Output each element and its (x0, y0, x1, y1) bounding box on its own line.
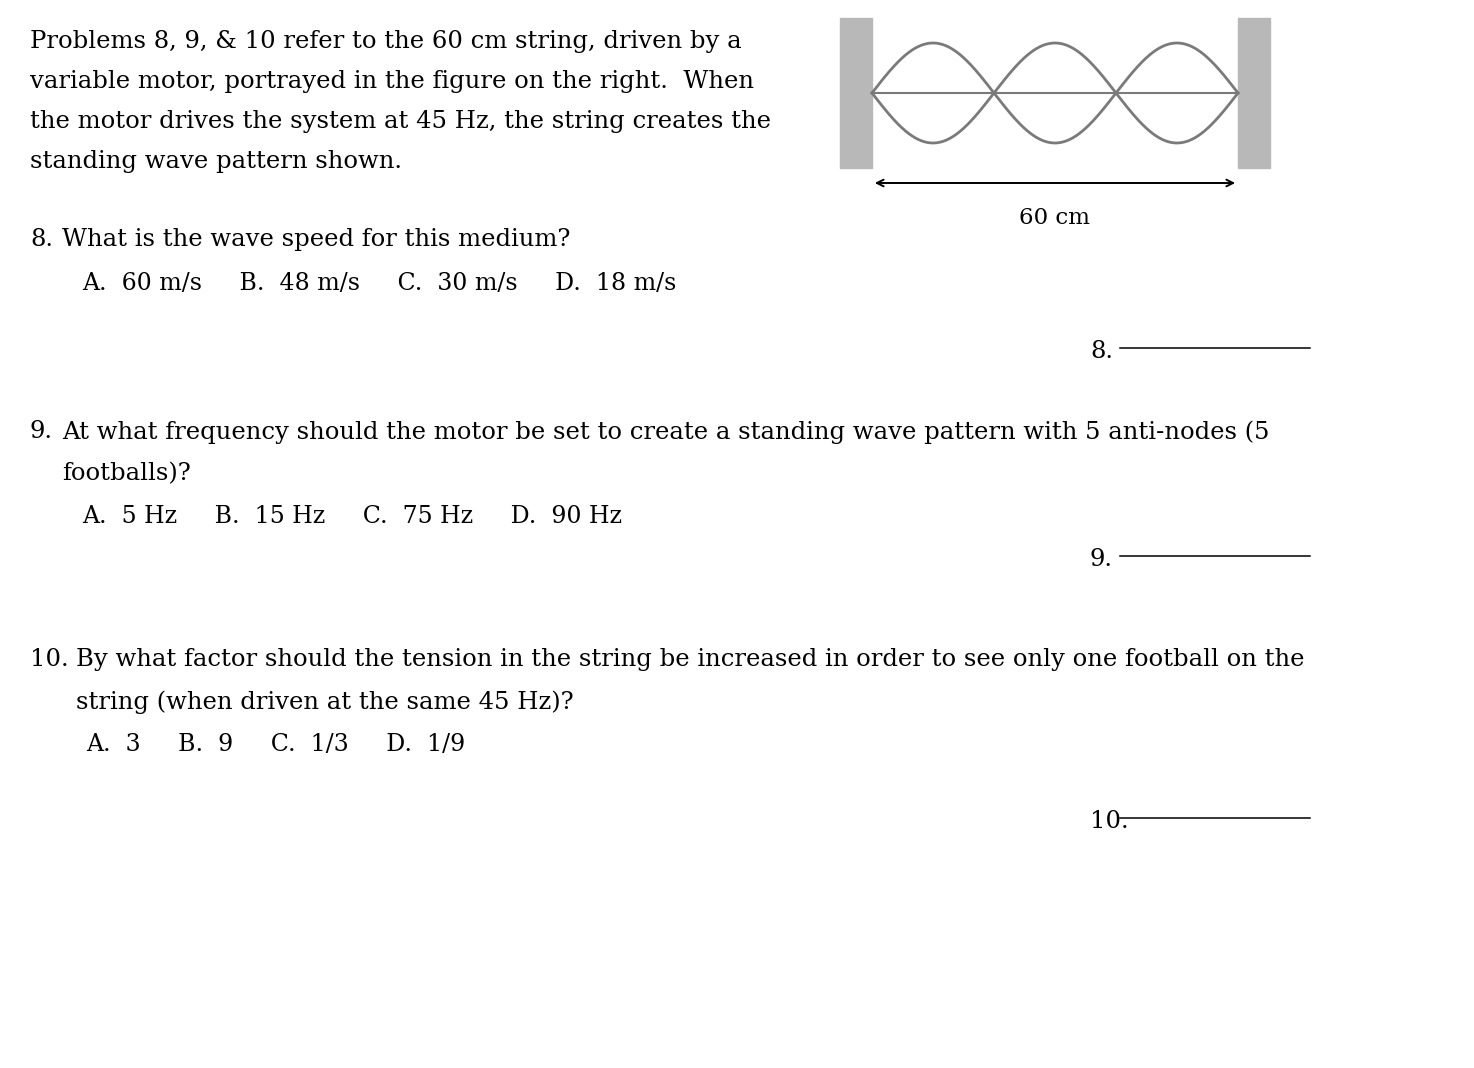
Bar (1238, 18, 1271, 168)
Text: By what factor should the tension in the string be increased in order to see onl: By what factor should the tension in the… (77, 648, 1304, 671)
Text: footballs)?: footballs)? (62, 462, 190, 485)
Text: 10.: 10. (1089, 810, 1129, 833)
Text: Problems 8, 9, & 10 refer to the 60 cm string, driven by a: Problems 8, 9, & 10 refer to the 60 cm s… (29, 30, 741, 53)
Text: string (when driven at the same 45 Hz)?: string (when driven at the same 45 Hz)? (77, 690, 573, 713)
Text: At what frequency should the motor be set to create a standing wave pattern with: At what frequency should the motor be se… (62, 420, 1269, 443)
Text: 10.: 10. (29, 648, 69, 671)
Bar (840, 18, 873, 168)
Text: variable motor, portrayed in the figure on the right.  When: variable motor, portrayed in the figure … (29, 70, 755, 93)
Text: 9.: 9. (29, 420, 53, 443)
Text: 9.: 9. (1089, 548, 1113, 571)
Text: the motor drives the system at 45 Hz, the string creates the: the motor drives the system at 45 Hz, th… (29, 110, 771, 134)
Text: What is the wave speed for this medium?: What is the wave speed for this medium? (62, 227, 570, 251)
Text: 8.: 8. (29, 227, 53, 251)
Text: A.  5 Hz     B.  15 Hz     C.  75 Hz     D.  90 Hz: A. 5 Hz B. 15 Hz C. 75 Hz D. 90 Hz (83, 505, 622, 528)
Text: standing wave pattern shown.: standing wave pattern shown. (29, 150, 402, 173)
Text: A.  3     B.  9     C.  1/3     D.  1/9: A. 3 B. 9 C. 1/3 D. 1/9 (85, 733, 466, 756)
Text: 60 cm: 60 cm (1020, 207, 1091, 229)
Text: A.  60 m/s     B.  48 m/s     C.  30 m/s     D.  18 m/s: A. 60 m/s B. 48 m/s C. 30 m/s D. 18 m/s (83, 272, 677, 295)
Text: 8.: 8. (1089, 340, 1113, 363)
